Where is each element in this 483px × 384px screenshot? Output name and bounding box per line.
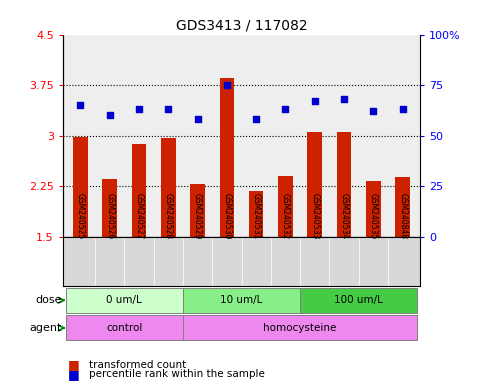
Bar	[73, 137, 88, 237]
Bar	[183, 288, 300, 313]
Point	[164, 106, 172, 113]
Text: transformed count: transformed count	[89, 360, 186, 370]
Point	[106, 112, 114, 118]
Text: 10 um/L: 10 um/L	[220, 295, 263, 305]
Point	[282, 106, 289, 113]
Bar	[249, 192, 263, 237]
Text: homocysteine: homocysteine	[263, 323, 337, 333]
Point	[135, 106, 143, 113]
Text: GSM240528: GSM240528	[164, 193, 173, 239]
Bar	[190, 184, 205, 237]
Text: GSM240531: GSM240531	[252, 193, 261, 239]
Text: control: control	[106, 323, 142, 333]
Text: GSM240532: GSM240532	[281, 193, 290, 239]
Point	[223, 82, 231, 88]
Text: agent: agent	[30, 323, 62, 333]
Text: GSM240525: GSM240525	[76, 193, 85, 239]
Bar	[300, 288, 417, 313]
Title: GDS3413 / 117082: GDS3413 / 117082	[176, 18, 307, 32]
Text: GSM240527: GSM240527	[134, 193, 143, 239]
Text: 0 um/L: 0 um/L	[106, 295, 142, 305]
Point	[252, 116, 260, 122]
Text: GSM240529: GSM240529	[193, 193, 202, 239]
Text: GSM240534: GSM240534	[340, 193, 349, 239]
Bar	[161, 137, 176, 237]
Point	[369, 108, 377, 114]
Text: GSM240533: GSM240533	[310, 193, 319, 239]
Bar	[220, 78, 234, 237]
Bar	[337, 131, 351, 237]
Point	[399, 106, 407, 113]
Text: dose: dose	[36, 295, 62, 305]
Text: 100 um/L: 100 um/L	[334, 295, 383, 305]
Text: GSM240848: GSM240848	[398, 193, 407, 239]
Text: GSM240535: GSM240535	[369, 193, 378, 239]
Point	[76, 102, 84, 108]
Text: ■: ■	[68, 368, 79, 381]
Bar	[395, 177, 410, 237]
Text: percentile rank within the sample: percentile rank within the sample	[89, 369, 265, 379]
Text: GSM240530: GSM240530	[222, 193, 231, 239]
Point	[340, 96, 348, 102]
Bar	[66, 288, 183, 313]
Point	[311, 98, 319, 104]
Bar	[66, 316, 183, 340]
Bar	[132, 144, 146, 237]
Text: GSM240526: GSM240526	[105, 193, 114, 239]
Bar	[102, 179, 117, 237]
Text: ■: ■	[68, 358, 79, 371]
Bar	[307, 131, 322, 237]
Bar	[366, 181, 381, 237]
Bar	[183, 316, 417, 340]
Bar	[278, 176, 293, 237]
Point	[194, 116, 201, 122]
